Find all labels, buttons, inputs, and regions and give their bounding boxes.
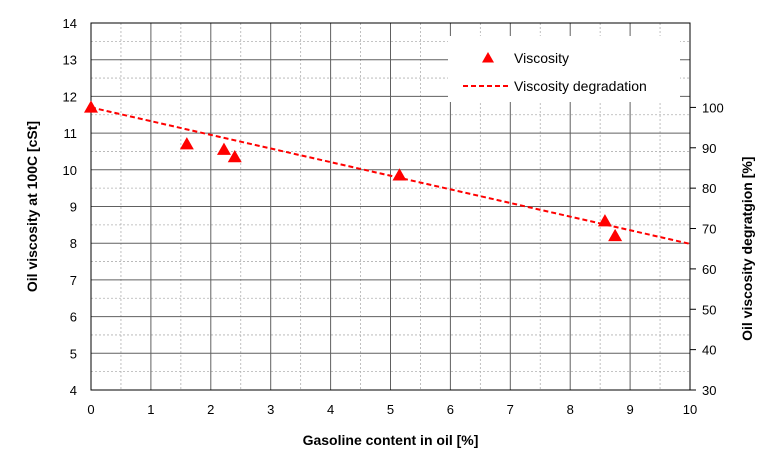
x-tick-label: 0 <box>87 402 94 417</box>
x-tick-label: 3 <box>267 402 274 417</box>
y-tick-label: 13 <box>63 53 77 68</box>
viscosity-degradation-line <box>90 106 691 245</box>
y-axis-ticks: 4 5 6 7 8 9 10 11 12 13 14 <box>63 16 77 398</box>
x-tick-label: 10 <box>683 402 697 417</box>
legend-triangle-icon <box>482 52 494 63</box>
y2-tick-label: 80 <box>702 181 716 196</box>
y-tick-label: 14 <box>63 16 77 31</box>
legend-box <box>448 36 680 102</box>
y2-tick-label: 60 <box>702 262 716 277</box>
plot-frame <box>90 22 691 391</box>
y-tick-label: 6 <box>70 310 77 325</box>
x-tick-label: 1 <box>147 402 154 417</box>
viscosity-point <box>392 168 407 181</box>
legend-label-viscosity-degradation: Viscosity degradation <box>514 78 647 94</box>
y-tick-label: 7 <box>70 273 77 288</box>
y-tick-label: 12 <box>63 89 77 104</box>
x-axis-title: Gasoline content in oil [%] <box>303 432 479 448</box>
y-tick-label: 5 <box>70 346 77 361</box>
x-tick-label: 7 <box>507 402 514 417</box>
x-axis-ticks: 0 1 2 3 4 5 6 7 8 9 10 <box>87 402 697 417</box>
y-tick-label: 8 <box>70 236 77 251</box>
x-tick-label: 4 <box>327 402 334 417</box>
y-tick-label: 4 <box>70 383 77 398</box>
y-tick-label: 9 <box>70 200 77 215</box>
y2-tick-label: 50 <box>702 302 716 317</box>
y-tick-label: 10 <box>63 163 77 178</box>
viscosity-point <box>216 142 231 155</box>
viscosity-point <box>84 100 98 113</box>
y2-tick-label: 40 <box>702 343 716 358</box>
viscosity-point <box>227 149 242 163</box>
x-tick-label: 8 <box>567 402 574 417</box>
y2-tick-label: 70 <box>702 222 716 237</box>
viscosity-point <box>597 214 612 227</box>
y2-tick-label: 90 <box>702 141 716 156</box>
y2-tick-label: 30 <box>702 383 716 398</box>
legend: Viscosity Viscosity degradation <box>448 36 680 102</box>
x-tick-label: 9 <box>626 402 633 417</box>
x-tick-label: 6 <box>447 402 454 417</box>
x-tick-label: 2 <box>207 402 214 417</box>
y2-axis-ticks: 30 40 50 60 70 80 90 100 <box>690 100 724 398</box>
y2-axis-title: Oil viscosity degratgion [%] <box>739 157 755 341</box>
y-tick-label: 11 <box>64 126 78 141</box>
viscosity-point <box>179 137 194 150</box>
legend-label-viscosity: Viscosity <box>514 50 569 66</box>
series-layer <box>84 100 691 245</box>
y-axis-title: Oil viscosity at 100C [cSt] <box>24 121 40 292</box>
y2-tick-label: 100 <box>702 100 724 115</box>
viscosity-point <box>608 228 623 242</box>
x-tick-label: 5 <box>387 402 394 417</box>
